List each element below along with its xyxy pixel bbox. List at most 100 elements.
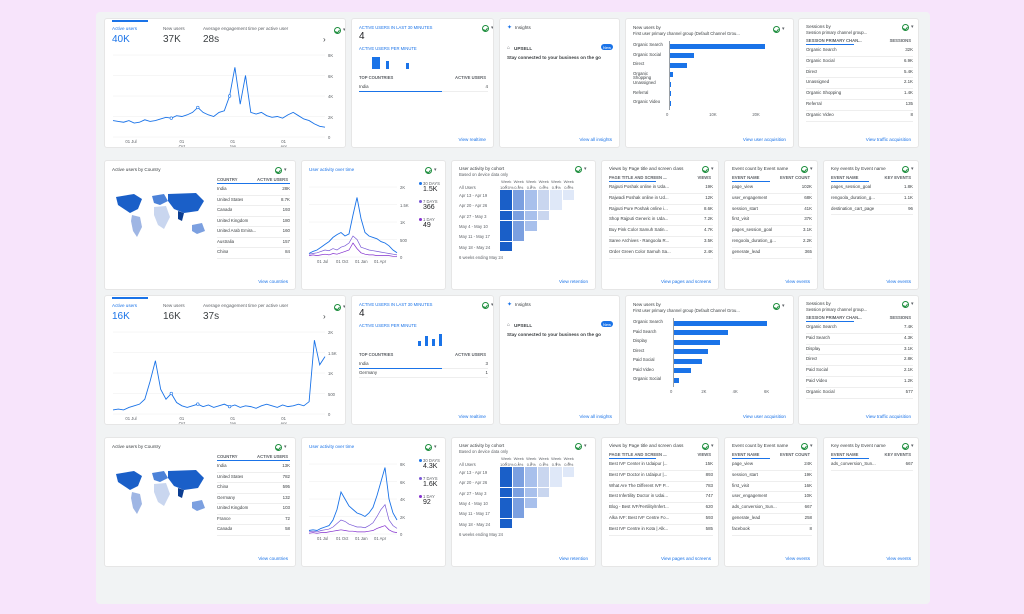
events-card-label: pages_session_goal bbox=[732, 227, 773, 233]
chevron-down-icon[interactable]: ▾ bbox=[911, 301, 914, 307]
view-key-events-link[interactable]: View events bbox=[886, 279, 911, 284]
metric-tab-metric2[interactable]: New users 16K bbox=[163, 303, 185, 322]
legend-dot bbox=[419, 459, 422, 462]
chevron-down-icon[interactable]: ▾ bbox=[810, 443, 813, 449]
chevron-down-icon[interactable]: ▾ bbox=[711, 443, 714, 449]
compare-check-icon[interactable] bbox=[801, 443, 808, 450]
events-card-row: generate_lead 365 bbox=[732, 248, 812, 259]
chevron-down-icon[interactable]: ▾ bbox=[782, 303, 785, 309]
events-card-row: rengoola_duration_g... 2.2K bbox=[732, 237, 812, 248]
view-realtime-link[interactable]: View realtime bbox=[458, 137, 487, 142]
chevron-down-icon[interactable]: ▾ bbox=[491, 25, 494, 31]
table-header-metric: KEY EVENTS bbox=[884, 452, 911, 457]
compare-check-icon[interactable] bbox=[482, 25, 489, 32]
bar-label: Direct bbox=[633, 61, 645, 66]
metric-tab-metric1[interactable]: Active users 40K bbox=[112, 26, 137, 45]
compare-check-icon[interactable] bbox=[902, 443, 909, 450]
chevron-down-icon[interactable]: ▾ bbox=[911, 24, 914, 30]
compare-check-icon[interactable] bbox=[575, 166, 582, 173]
chevron-down-icon[interactable]: ▾ bbox=[584, 166, 587, 172]
compare-check-icon[interactable] bbox=[902, 166, 909, 173]
country-row: India 13K bbox=[217, 462, 290, 473]
view-pages-link[interactable]: View pages and screens bbox=[661, 556, 711, 561]
country-label: United Kingdom bbox=[217, 217, 249, 223]
pages-card-value: 893 bbox=[705, 471, 713, 477]
chevron-down-icon[interactable]: ▾ bbox=[491, 302, 494, 308]
compare-check-icon[interactable] bbox=[334, 304, 341, 311]
next-arrow-icon[interactable]: › bbox=[323, 312, 326, 321]
view-user-acquisition-link[interactable]: View user acquisition bbox=[742, 137, 786, 142]
y-tick-label: 4K bbox=[328, 94, 334, 99]
compare-check-icon[interactable] bbox=[425, 167, 432, 174]
key-events-card-value: 667 bbox=[905, 461, 913, 466]
view-traffic-acquisition-link[interactable]: View traffic acquisition bbox=[865, 137, 911, 142]
compare-check-icon[interactable] bbox=[702, 443, 709, 450]
chevron-down-icon[interactable]: ▾ bbox=[782, 26, 785, 32]
pages-card-row: Alka IVF: Best IVF Centre Fo... 593 bbox=[609, 514, 713, 525]
x-tick-label: 01 Apr bbox=[374, 259, 387, 264]
view-retention-link[interactable]: View retention bbox=[558, 556, 588, 561]
week-header: Week 5 bbox=[563, 179, 574, 189]
cohort-title: User activity by cohort bbox=[459, 166, 505, 171]
upsell-tag: UPSELL bbox=[514, 323, 533, 328]
compare-check-icon[interactable] bbox=[425, 444, 432, 451]
cohort-row-label: May 11 - May 17 bbox=[459, 511, 490, 517]
view-traffic-acquisition-link[interactable]: View traffic acquisition bbox=[865, 414, 911, 419]
country-label: United Kingdom bbox=[217, 505, 249, 510]
metric-label: New users bbox=[163, 303, 185, 308]
next-arrow-icon[interactable]: › bbox=[323, 35, 326, 44]
events-card-value: 2.2K bbox=[802, 238, 812, 243]
chevron-down-icon[interactable]: ▾ bbox=[284, 167, 287, 173]
compare-check-icon[interactable] bbox=[275, 167, 282, 174]
view-key-events-link[interactable]: View events bbox=[886, 556, 911, 561]
chevron-down-icon[interactable]: ▾ bbox=[911, 443, 914, 449]
compare-check-icon[interactable] bbox=[801, 166, 808, 173]
chevron-down-icon[interactable]: ▾ bbox=[434, 444, 437, 450]
compare-check-icon[interactable] bbox=[482, 302, 489, 309]
sparkle-icon: ✦ bbox=[507, 25, 513, 31]
metric-tab-metric3[interactable]: Average engagement time per active user 2… bbox=[203, 26, 288, 45]
per-minute-bar bbox=[439, 334, 442, 346]
metric-tab-metric2[interactable]: New users 37K bbox=[163, 26, 185, 45]
compare-check-icon[interactable] bbox=[902, 301, 909, 308]
compare-check-icon[interactable] bbox=[773, 303, 780, 310]
activity-series-line bbox=[308, 197, 398, 254]
view-events-link[interactable]: View events bbox=[785, 556, 810, 561]
metric-tab-metric3[interactable]: Average engagement time per active user 3… bbox=[203, 303, 288, 322]
compare-check-icon[interactable] bbox=[334, 27, 341, 34]
all-users-value: 0.3% bbox=[514, 185, 524, 190]
view-all-insights-link[interactable]: View all insights bbox=[579, 137, 612, 142]
country-label: United States bbox=[217, 473, 244, 479]
view-events-link[interactable]: View events bbox=[785, 279, 810, 284]
compare-check-icon[interactable] bbox=[902, 24, 909, 31]
view-all-insights-link[interactable]: View all insights bbox=[579, 414, 612, 419]
view-pages-link[interactable]: View pages and screens bbox=[661, 279, 711, 284]
key-events-card-title: Key events by Event name bbox=[831, 166, 886, 171]
x-tick-label: 6K bbox=[764, 388, 770, 394]
events-card-row: session_start 19K bbox=[732, 471, 812, 482]
chevron-down-icon[interactable]: ▾ bbox=[584, 443, 587, 449]
pages-card-value: 3.5K bbox=[703, 238, 713, 243]
compare-check-icon[interactable] bbox=[773, 26, 780, 33]
legend-label: 30 DAYS bbox=[423, 458, 440, 463]
compare-check-icon[interactable] bbox=[275, 444, 282, 451]
chevron-down-icon[interactable]: ▾ bbox=[284, 444, 287, 450]
chevron-down-icon[interactable]: ▾ bbox=[343, 27, 346, 33]
view-countries-link[interactable]: View countries bbox=[258, 279, 288, 284]
chevron-down-icon[interactable]: ▾ bbox=[711, 166, 714, 172]
compare-check-icon[interactable] bbox=[575, 443, 582, 450]
events-card-value: 24K bbox=[804, 461, 812, 466]
chevron-down-icon[interactable]: ▾ bbox=[810, 166, 813, 172]
view-user-acquisition-link[interactable]: View user acquisition bbox=[742, 414, 786, 419]
chevron-down-icon[interactable]: ▾ bbox=[343, 304, 346, 310]
events-card-label: user_engagement bbox=[732, 194, 768, 200]
chevron-down-icon[interactable]: ▾ bbox=[911, 166, 914, 172]
compare-check-icon[interactable] bbox=[702, 166, 709, 173]
cohort-row-label: Apr 20 - Apr 26 bbox=[459, 480, 488, 486]
chevron-down-icon[interactable]: ▾ bbox=[434, 167, 437, 173]
view-realtime-link[interactable]: View realtime bbox=[458, 414, 487, 419]
metric-tab-metric1[interactable]: Active users 16K bbox=[112, 303, 137, 322]
view-countries-link[interactable]: View countries bbox=[258, 556, 288, 561]
table-header-users: ACTIVE USERS bbox=[455, 352, 486, 357]
view-retention-link[interactable]: View retention bbox=[558, 279, 588, 284]
